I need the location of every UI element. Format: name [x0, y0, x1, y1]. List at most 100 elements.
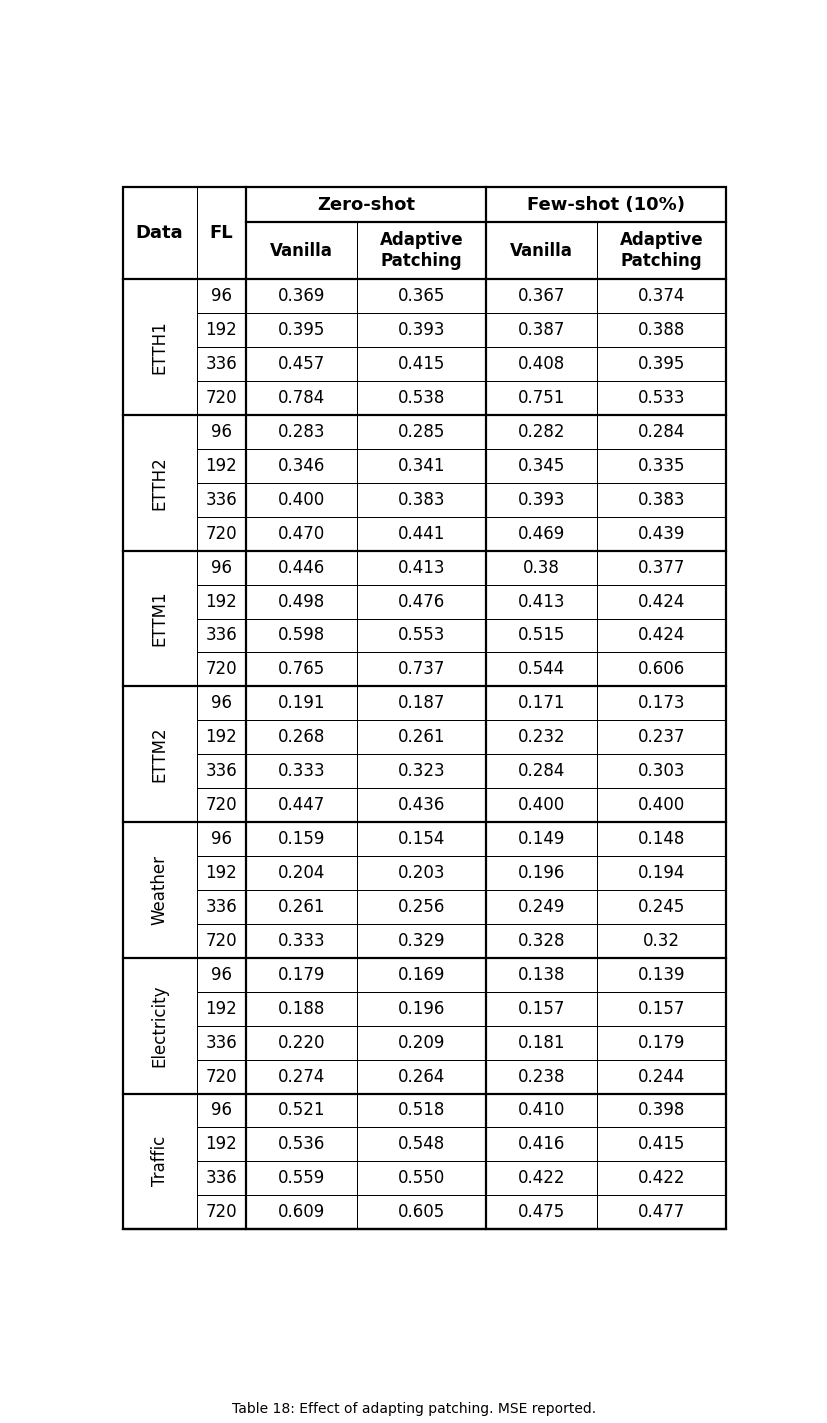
Bar: [196, 416, 246, 448]
Text: 0.515: 0.515: [517, 626, 564, 645]
Text: 0.284: 0.284: [637, 423, 684, 441]
Text: 0.410: 0.410: [517, 1101, 564, 1120]
Bar: [246, 720, 356, 754]
Text: 96: 96: [211, 966, 232, 983]
Bar: [356, 754, 485, 788]
Text: 0.424: 0.424: [637, 592, 684, 610]
Text: 336: 336: [205, 763, 237, 780]
Bar: [356, 924, 485, 958]
Bar: [485, 381, 596, 416]
Bar: [485, 958, 596, 992]
Bar: [485, 619, 596, 652]
Text: 0.173: 0.173: [637, 694, 684, 713]
Bar: [196, 1060, 246, 1093]
Bar: [356, 992, 485, 1026]
Bar: [596, 889, 725, 924]
Bar: [196, 822, 246, 857]
Bar: [246, 924, 356, 958]
Bar: [122, 958, 196, 1093]
Text: 0.395: 0.395: [637, 356, 684, 373]
Text: 0.191: 0.191: [277, 694, 325, 713]
Text: 0.238: 0.238: [517, 1067, 564, 1086]
Text: 0.264: 0.264: [397, 1067, 444, 1086]
Text: 0.424: 0.424: [637, 626, 684, 645]
Text: 96: 96: [211, 423, 232, 441]
Bar: [485, 347, 596, 381]
Text: Electricity: Electricity: [151, 985, 169, 1067]
Bar: [596, 924, 725, 958]
Text: 0.598: 0.598: [277, 626, 324, 645]
Text: 0.387: 0.387: [517, 322, 564, 339]
Text: 0.333: 0.333: [277, 763, 325, 780]
Text: 0.328: 0.328: [517, 932, 564, 949]
Text: 0.377: 0.377: [637, 559, 684, 576]
Text: 0.383: 0.383: [637, 491, 684, 509]
Text: 0.369: 0.369: [277, 287, 324, 305]
Text: 0.303: 0.303: [637, 763, 684, 780]
Bar: [246, 754, 356, 788]
Text: 336: 336: [205, 1170, 237, 1187]
Bar: [596, 416, 725, 448]
Text: 0.477: 0.477: [637, 1204, 684, 1221]
Bar: [196, 1127, 246, 1161]
Bar: [596, 1195, 725, 1229]
Bar: [122, 1093, 196, 1229]
Text: 192: 192: [205, 457, 237, 475]
Bar: [196, 720, 246, 754]
Text: 0.244: 0.244: [637, 1067, 684, 1086]
Bar: [246, 857, 356, 889]
Text: 720: 720: [205, 932, 237, 949]
Bar: [356, 686, 485, 720]
Text: 0.209: 0.209: [397, 1033, 444, 1052]
Text: Table 18: Effect of adapting patching. MSE reported.: Table 18: Effect of adapting patching. M…: [232, 1402, 595, 1416]
Text: 192: 192: [205, 864, 237, 882]
Bar: [196, 482, 246, 517]
Text: 0.157: 0.157: [637, 1000, 684, 1017]
Text: 0.469: 0.469: [517, 525, 564, 542]
Bar: [246, 448, 356, 482]
Bar: [596, 754, 725, 788]
Text: 0.416: 0.416: [517, 1136, 564, 1154]
Bar: [246, 517, 356, 551]
Text: 0.751: 0.751: [517, 388, 564, 407]
Bar: [196, 857, 246, 889]
Bar: [485, 686, 596, 720]
Bar: [596, 857, 725, 889]
Bar: [485, 1060, 596, 1093]
Text: 336: 336: [205, 1033, 237, 1052]
Bar: [246, 992, 356, 1026]
Bar: [596, 1127, 725, 1161]
Text: 0.475: 0.475: [517, 1204, 564, 1221]
Text: 0.196: 0.196: [517, 864, 564, 882]
Text: 0.169: 0.169: [397, 966, 444, 983]
Bar: [122, 822, 196, 958]
Text: 0.171: 0.171: [517, 694, 564, 713]
Bar: [196, 889, 246, 924]
Bar: [485, 1127, 596, 1161]
Bar: [246, 619, 356, 652]
Bar: [356, 448, 485, 482]
Bar: [196, 381, 246, 416]
Text: Weather: Weather: [151, 855, 169, 925]
Bar: [485, 188, 725, 222]
Bar: [596, 1026, 725, 1060]
Bar: [485, 1026, 596, 1060]
Bar: [596, 448, 725, 482]
Bar: [356, 619, 485, 652]
Bar: [246, 313, 356, 347]
Text: Vanilla: Vanilla: [509, 242, 572, 260]
Text: 0.261: 0.261: [277, 898, 325, 916]
Bar: [246, 279, 356, 313]
Text: 0.395: 0.395: [277, 322, 324, 339]
Text: 0.38: 0.38: [522, 559, 559, 576]
Text: 0.518: 0.518: [397, 1101, 444, 1120]
Bar: [246, 1161, 356, 1195]
Bar: [485, 313, 596, 347]
Text: 0.154: 0.154: [397, 830, 444, 848]
Text: Adaptive
Patching: Adaptive Patching: [619, 232, 702, 270]
Bar: [356, 1127, 485, 1161]
Text: 336: 336: [205, 626, 237, 645]
Text: 0.383: 0.383: [397, 491, 444, 509]
Bar: [246, 686, 356, 720]
Bar: [122, 551, 196, 686]
